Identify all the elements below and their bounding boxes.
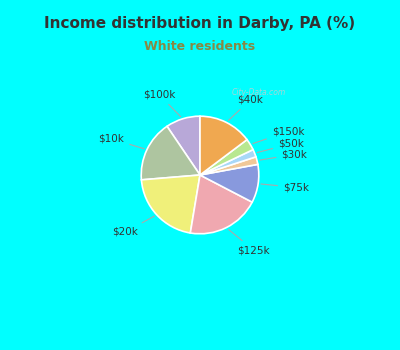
Wedge shape [200,164,259,202]
Text: White residents: White residents [144,40,256,53]
Text: $30k: $30k [260,149,307,160]
Wedge shape [190,175,252,234]
Wedge shape [167,116,200,175]
Wedge shape [200,140,253,175]
Wedge shape [141,126,200,180]
Wedge shape [142,175,200,233]
Text: $50k: $50k [257,139,304,153]
Text: $75k: $75k [261,182,309,192]
Text: $150k: $150k [253,126,304,144]
Text: $125k: $125k [228,229,270,255]
Wedge shape [200,149,256,175]
Text: City-Data.com: City-Data.com [232,88,286,97]
Text: $10k: $10k [98,134,144,149]
Wedge shape [200,157,258,175]
Text: Income distribution in Darby, PA (%): Income distribution in Darby, PA (%) [44,16,356,31]
Text: $100k: $100k [143,90,181,117]
Text: $40k: $40k [228,95,263,120]
Text: $20k: $20k [112,216,154,237]
Wedge shape [200,116,247,175]
